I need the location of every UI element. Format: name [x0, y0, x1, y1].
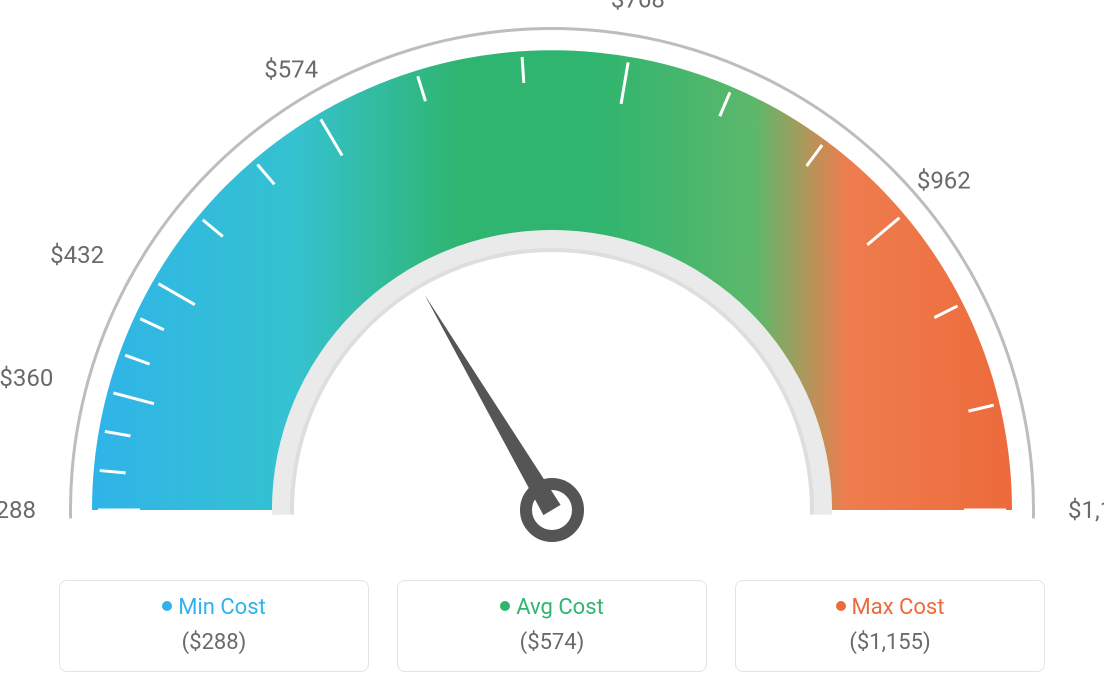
- legend-card-max: Max Cost ($1,155): [735, 580, 1045, 672]
- legend-min-value: ($288): [60, 630, 368, 655]
- legend-max-label-text: Max Cost: [852, 595, 945, 620]
- legend-max-value: ($1,155): [736, 630, 1044, 655]
- svg-text:$768: $768: [611, 0, 665, 13]
- legend-card-avg: Avg Cost ($574): [397, 580, 707, 672]
- legend-row: Min Cost ($288) Avg Cost ($574) Max Cost…: [0, 580, 1104, 672]
- legend-card-min: Min Cost ($288): [59, 580, 369, 672]
- legend-min-label-text: Min Cost: [178, 595, 266, 620]
- legend-avg-dot: [500, 601, 510, 611]
- legend-avg-value: ($574): [398, 630, 706, 655]
- legend-max-dot: [836, 601, 846, 611]
- svg-text:$574: $574: [264, 55, 318, 83]
- svg-text:$360: $360: [0, 364, 53, 392]
- legend-min-dot: [162, 601, 172, 611]
- gauge-chart: $288 $360 $432 $574 $768 $962 $1,155: [0, 0, 1104, 560]
- svg-text:$1,155: $1,155: [1068, 496, 1104, 524]
- svg-text:$962: $962: [917, 166, 971, 194]
- svg-text:$432: $432: [50, 241, 104, 269]
- legend-avg-label-text: Avg Cost: [516, 595, 604, 620]
- legend-max-label: Max Cost: [736, 595, 1044, 620]
- legend-min-label: Min Cost: [60, 595, 368, 620]
- legend-avg-label: Avg Cost: [398, 595, 706, 620]
- svg-text:$288: $288: [0, 496, 36, 524]
